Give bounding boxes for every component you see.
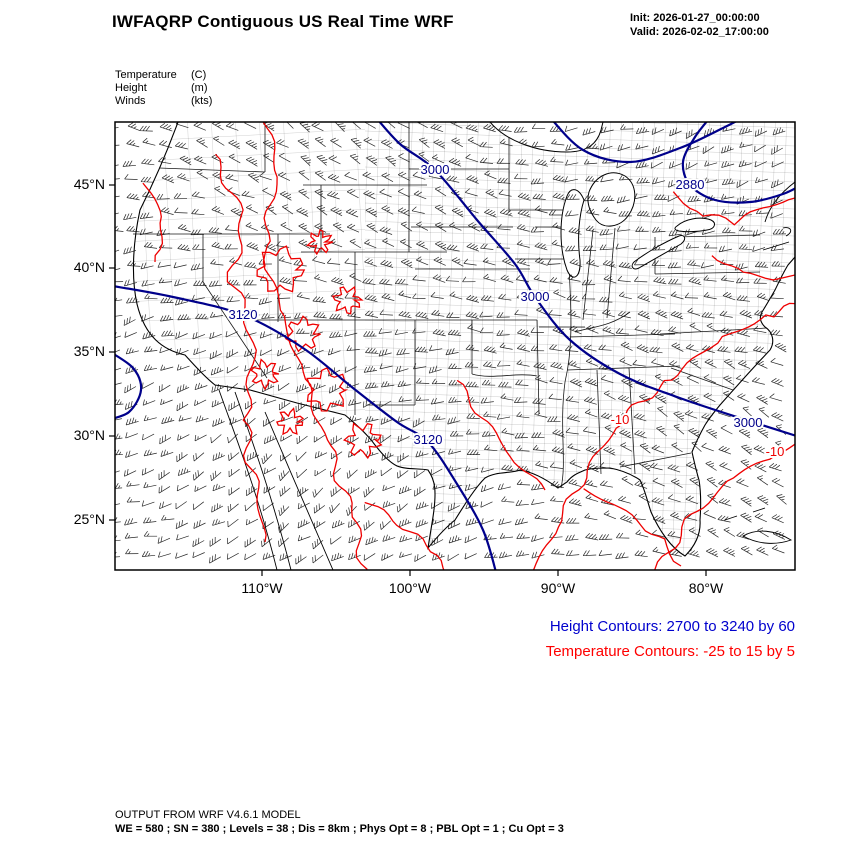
wind-barbs <box>115 122 787 565</box>
temperature-contour <box>142 182 164 263</box>
map-area: 45°N 40°N 35°N 30°N 25°N 110°W 100°W 90°… <box>74 121 796 596</box>
legend-temperature: Temperature (C) <box>115 69 207 81</box>
height-contour <box>115 353 143 420</box>
temperature-contour-closed <box>305 228 334 256</box>
temperature-contour-closed <box>306 367 349 412</box>
temperature-contour <box>456 379 546 491</box>
x-axis-label-80w: 80°W <box>688 580 724 596</box>
x-axis-label-100w: 100°W <box>388 580 432 596</box>
temperature-contour <box>672 191 795 226</box>
contour-label-height: 3000 <box>734 415 763 430</box>
init-time: Init: 2026-01-27_00:00:00 <box>630 12 760 24</box>
x-axis-label-90w: 90°W <box>540 580 576 596</box>
y-axis-label-30n: 30°N <box>73 427 105 443</box>
height-contours-layer <box>115 122 795 570</box>
wind-barbs-layer <box>115 122 787 565</box>
islands-coastlines <box>724 507 793 544</box>
temperature-contour <box>364 501 445 570</box>
y-axis-label-25n: 25°N <box>73 511 105 527</box>
temperature-contours-caption: Temperature Contours: -25 to 15 by 5 <box>545 643 795 660</box>
temperature-contour-closed <box>250 358 280 391</box>
contour-label-temperature: -10 <box>766 444 785 459</box>
plot-title: IWFAQRP Contiguous US Real Time WRF <box>112 12 454 31</box>
geography-outlines <box>132 122 795 570</box>
legend-winds: Winds (kts) <box>115 95 213 107</box>
state-borders <box>133 122 768 489</box>
temperature-contour <box>262 122 368 570</box>
run-times: Init: 2026-01-27_00:00:00 Valid: 2026-02… <box>630 11 769 39</box>
model-version-line: OUTPUT FROM WRF V4.6.1 MODEL <box>115 809 301 821</box>
temperature-contour-closed <box>342 422 383 460</box>
legend-height: Height (m) <box>115 82 208 94</box>
contour-label-height: 3120 <box>229 307 258 322</box>
axis-ticks <box>109 184 707 576</box>
valid-time: Valid: 2026-02-02_17:00:00 <box>630 26 769 38</box>
temperature-contour-closed <box>284 315 321 353</box>
contour-label-height: 3000 <box>421 162 450 177</box>
x-axis-label-110w: 110°W <box>241 580 283 596</box>
height-contours-caption: Height Contours: 2700 to 3240 by 60 <box>549 618 795 635</box>
contour-captions: Height Contours: 2700 to 3240 by 60 Temp… <box>115 614 795 664</box>
contour-label-height: 3000 <box>521 289 550 304</box>
lake-ontario <box>674 217 715 233</box>
lake-erie <box>631 235 686 270</box>
temperature-contour <box>532 302 795 570</box>
variable-legend: Temperature (C) Height (m) Winds (kts) <box>115 69 212 108</box>
temperature-contours-layer <box>142 122 795 570</box>
contour-label-temperature: -10 <box>611 412 630 427</box>
lake-michigan <box>560 189 585 278</box>
temperature-contour-closed <box>331 285 364 315</box>
temperature-contour <box>583 488 682 567</box>
height-contour <box>115 285 497 570</box>
height-contour <box>378 122 795 437</box>
height-contour <box>681 122 795 204</box>
map-frame <box>114 121 796 571</box>
y-axis-label-40n: 40°N <box>73 259 105 275</box>
height-contour <box>552 122 738 164</box>
contour-label-height: 2880 <box>676 177 705 192</box>
temperature-contour-closed <box>256 245 306 293</box>
model-info: OUTPUT FROM WRF V4.6.1 MODEL WE = 580 ; … <box>115 808 564 836</box>
temperature-contour <box>711 255 795 281</box>
temperature-contour <box>215 153 267 543</box>
y-axis-label-35n: 35°N <box>73 343 105 359</box>
model-config-line: WE = 580 ; SN = 380 ; Levels = 38 ; Dis … <box>115 823 564 835</box>
temperature-contour <box>654 443 795 570</box>
y-axis-label-45n: 45°N <box>73 176 105 192</box>
contour-label-height: 3120 <box>414 432 443 447</box>
mexico-coastlines <box>218 389 334 570</box>
temperature-contour-closed <box>275 407 305 436</box>
